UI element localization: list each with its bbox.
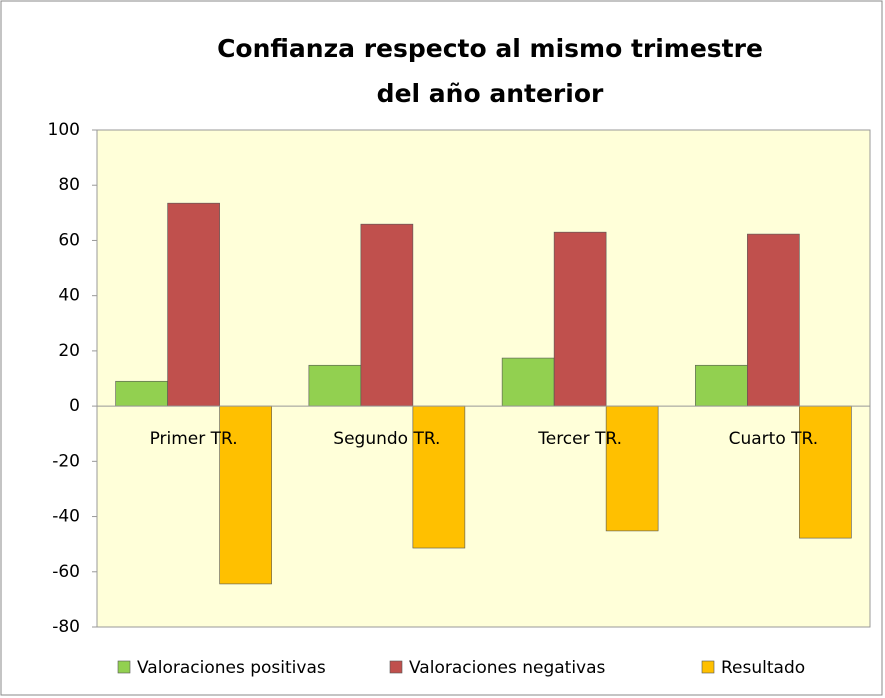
bar <box>115 380 168 407</box>
bar <box>308 364 362 407</box>
y-tick-label: 60 <box>58 230 80 250</box>
legend-swatch <box>701 660 715 674</box>
bar <box>412 405 466 549</box>
legend-swatch <box>117 660 131 674</box>
bar <box>747 233 800 407</box>
bar <box>605 405 659 532</box>
y-tick-label: 0 <box>69 396 80 416</box>
y-tick-label: 80 <box>58 175 80 195</box>
x-tick-label: Tercer TR. <box>537 429 622 449</box>
bar <box>167 202 220 407</box>
x-tick-label: Cuarto TR. <box>729 429 819 449</box>
x-tick-label: Segundo TR. <box>333 429 440 449</box>
y-tick-label: -20 <box>52 451 80 471</box>
y-tick-label: 40 <box>58 286 80 306</box>
chart-title: del año anterior <box>377 79 604 108</box>
y-tick-label: -40 <box>52 507 80 527</box>
bar <box>219 405 272 585</box>
y-tick-label: -60 <box>52 562 80 582</box>
y-tick-label: 20 <box>58 341 80 361</box>
legend-label: Valoraciones positivas <box>137 658 326 678</box>
bar <box>501 357 555 407</box>
legend-label: Valoraciones negativas <box>409 658 606 678</box>
bar <box>799 405 852 539</box>
y-tick-label: 100 <box>48 120 80 140</box>
y-tick-label: -80 <box>52 617 80 637</box>
legend-swatch <box>389 660 403 674</box>
bar <box>360 223 414 407</box>
legend-label: Resultado <box>721 658 805 678</box>
chart-title: Confianza respecto al mismo trimestre <box>217 34 763 63</box>
x-tick-label: Primer TR. <box>150 429 238 449</box>
bar <box>695 364 748 407</box>
bar <box>553 231 607 407</box>
